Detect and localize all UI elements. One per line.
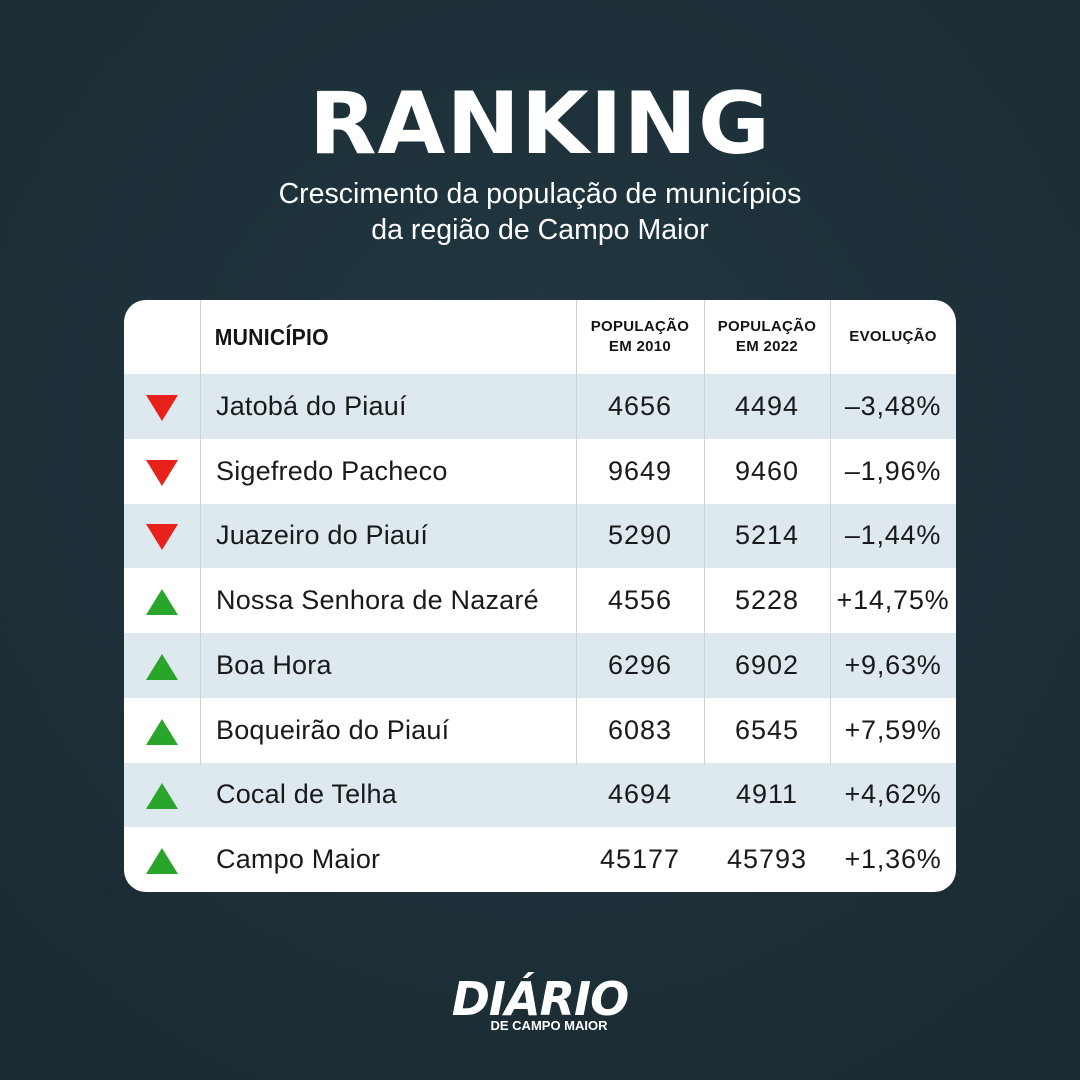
divider-evolucao-column: [830, 300, 831, 765]
subtitle-line-2: da região de Campo Maior: [371, 214, 709, 246]
triangle-up-icon: [146, 848, 178, 874]
trend-cell: [124, 827, 200, 892]
pop2022-cell: 6545: [734, 714, 800, 745]
municipio-cell: Juazeiro do Piauí: [200, 503, 576, 569]
table-row: Jatobá do Piauí 4656 4494 –3,48%: [124, 374, 956, 439]
evolucao-cell: +7,59%: [844, 714, 942, 745]
header-trend: [124, 300, 200, 374]
municipio-cell: Campo Maior: [216, 844, 381, 875]
triangle-up-icon: [146, 653, 178, 680]
table-row: Boa Hora 6296 6902 +9,63%: [124, 633, 956, 698]
diario-logo: DIÁRIO DE CAMPO MAIOR: [440, 975, 640, 1033]
evolucao-cell: +4,62%: [830, 762, 956, 828]
logo-main-text: DIÁRIO: [451, 972, 630, 1026]
ranking-table-card: MUNICÍPIO POPULAÇÃO EM 2010 POPULAÇÃO EM…: [124, 300, 956, 892]
pop2010-cell: 5290: [576, 503, 704, 569]
pop2022-cell: 9460: [734, 455, 800, 486]
table-row: Nossa Senhora de Nazaré 4556 5228 +14,75%: [124, 568, 956, 633]
evolucao-cell: +1,36%: [844, 844, 942, 875]
pop2022-cell: 5228: [734, 585, 800, 616]
page-subtitle: Crescimento da população de municípios d…: [0, 176, 1080, 248]
triangle-down-icon: [146, 524, 178, 551]
pop2022-cell: 6902: [704, 633, 830, 698]
pop2010-cell: 45177: [599, 844, 681, 875]
triangle-up-icon: [146, 589, 178, 615]
ranking-table: MUNICÍPIO POPULAÇÃO EM 2010 POPULAÇÃO EM…: [124, 300, 956, 892]
municipio-cell: Cocal de Telha: [200, 762, 576, 828]
evolucao-cell: –1,96%: [844, 455, 942, 486]
page-title: RANKING: [308, 74, 772, 174]
trend-cell: [124, 762, 200, 828]
triangle-down-icon: [146, 394, 178, 421]
trend-cell: [124, 698, 200, 763]
municipio-cell: Nossa Senhora de Nazaré: [216, 585, 539, 616]
trend-cell: [124, 439, 200, 504]
table-row: Boqueirão do Piauí 6083 6545 +7,59%: [124, 698, 956, 763]
table-row: Campo Maior 45177 45793 +1,36%: [124, 827, 956, 892]
header-pop2022: POPULAÇÃO EM 2022: [704, 300, 830, 374]
pop2010-cell: 4694: [576, 762, 704, 828]
divider-pop2022-column: [704, 300, 705, 765]
header-pop2022-line1: POPULAÇÃO: [717, 318, 817, 335]
municipio-cell: Sigefredo Pacheco: [216, 455, 448, 486]
header: RANKING Crescimento da população de muni…: [0, 78, 1080, 248]
header-pop2022-line2: EM 2022: [735, 338, 799, 355]
pop2010-cell: 4656: [576, 374, 704, 439]
trend-cell: [124, 568, 200, 633]
header-evolucao: EVOLUÇÃO: [849, 328, 937, 345]
triangle-down-icon: [146, 459, 178, 486]
subtitle-line-1: Crescimento da população de municípios: [278, 178, 802, 210]
trend-cell: [124, 633, 200, 698]
evolucao-cell: +9,63%: [830, 633, 956, 698]
table-row: Cocal de Telha 4694 4911 +4,62%: [124, 762, 956, 828]
evolucao-cell: –1,44%: [830, 503, 956, 569]
pop2010-cell: 6083: [607, 714, 673, 745]
municipio-cell: Boa Hora: [200, 633, 576, 698]
trend-cell: [124, 374, 200, 439]
pop2022-cell: 5214: [704, 503, 830, 569]
triangle-up-icon: [146, 718, 178, 745]
divider-pop2010-column: [576, 300, 577, 765]
table-row: Juazeiro do Piauí 5290 5214 –1,44%: [124, 503, 956, 569]
header-pop2010-line2: EM 2010: [608, 338, 672, 355]
pop2010-cell: 4556: [607, 585, 673, 616]
pop2022-cell: 4911: [704, 762, 830, 828]
trend-cell: [124, 503, 200, 569]
municipio-cell: Boqueirão do Piauí: [216, 714, 450, 745]
table-header-row: MUNICÍPIO POPULAÇÃO EM 2010 POPULAÇÃO EM…: [124, 300, 956, 374]
divider-icon-column: [200, 300, 201, 765]
logo-sub-text: DE CAMPO MAIOR: [490, 1018, 608, 1033]
table-row: Sigefredo Pacheco 9649 9460 –1,96%: [124, 439, 956, 504]
header-pop2010-line1: POPULAÇÃO: [590, 318, 690, 335]
pop2010-cell: 6296: [576, 633, 704, 698]
header-municipio: MUNICÍPIO: [214, 323, 329, 350]
pop2022-cell: 4494: [704, 374, 830, 439]
municipio-cell: Jatobá do Piauí: [200, 374, 576, 439]
pop2010-cell: 9649: [607, 455, 673, 486]
header-pop2010: POPULAÇÃO EM 2010: [576, 300, 704, 374]
triangle-up-icon: [146, 783, 178, 810]
table-body: Jatobá do Piauí 4656 4494 –3,48% Sigefredo P…: [124, 374, 956, 892]
evolucao-cell: +14,75%: [836, 585, 950, 616]
evolucao-cell: –3,48%: [830, 374, 956, 439]
pop2022-cell: 45793: [726, 844, 808, 875]
